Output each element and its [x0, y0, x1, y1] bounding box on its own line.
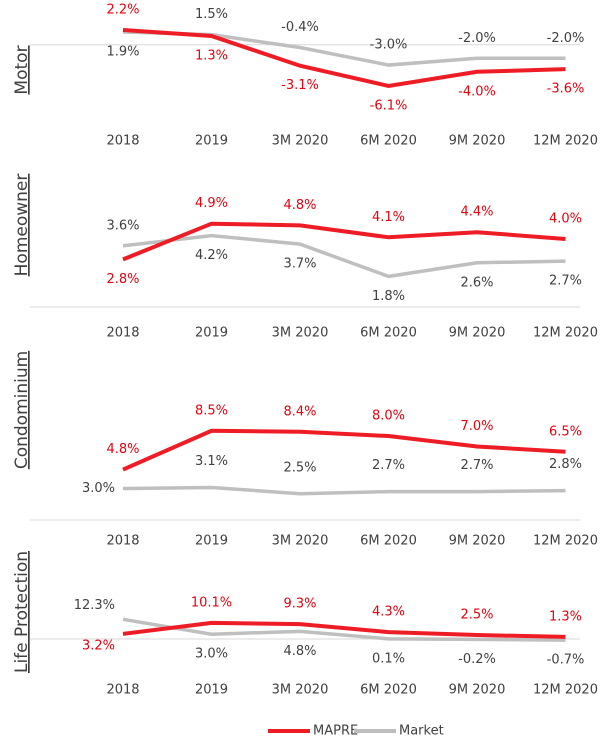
x-tick-label: 2019 [195, 134, 228, 149]
data-label: 3.1% [195, 454, 228, 469]
data-label: -3.1% [281, 78, 319, 93]
data-label: 2.6% [460, 275, 493, 290]
x-tick-label: 2018 [106, 534, 139, 549]
legend-label: Market [399, 724, 444, 739]
data-label: -3.0% [370, 38, 408, 53]
data-label: -2.0% [458, 31, 496, 46]
x-tick-label: 3M 2020 [272, 534, 329, 549]
x-tick-label: 6M 2020 [360, 683, 417, 698]
x-tick-label: 3M 2020 [272, 326, 329, 341]
data-label: 2.7% [549, 274, 582, 289]
y-axis-label: Life Protection [12, 551, 32, 673]
data-label: -2.0% [547, 31, 585, 46]
series-line [122, 233, 566, 279]
x-tick-label: 2018 [106, 326, 139, 341]
series-line [122, 221, 566, 262]
data-label: 4.1% [372, 210, 405, 225]
data-label: 7.0% [460, 419, 493, 434]
series-line [122, 485, 566, 496]
x-tick-label: 2018 [106, 134, 139, 149]
data-label: -4.0% [458, 84, 496, 99]
data-label: 4.2% [195, 248, 228, 263]
data-label: 2.2% [106, 2, 139, 17]
series-line [122, 428, 566, 472]
data-label: 3.2% [82, 638, 115, 653]
data-label: -6.1% [370, 98, 408, 113]
data-label: 2.8% [106, 272, 139, 287]
data-label: 4.3% [372, 605, 405, 620]
legend-label: MAPRE [313, 724, 358, 739]
data-label: 3.0% [195, 647, 228, 662]
x-tick-label: 9M 2020 [449, 534, 506, 549]
data-label: 2.5% [460, 608, 493, 623]
y-axis-label: Motor [12, 45, 32, 94]
series-line [122, 620, 566, 639]
data-label: 4.8% [283, 644, 316, 659]
data-label: 3.7% [283, 257, 316, 272]
data-label: 4.0% [549, 212, 582, 227]
x-tick-label: 6M 2020 [360, 134, 417, 149]
data-label: 2.8% [549, 457, 582, 472]
x-tick-label: 2019 [195, 683, 228, 698]
data-label: 4.8% [106, 442, 139, 457]
data-label: 1.9% [106, 44, 139, 59]
data-label: 4.4% [460, 205, 493, 220]
data-label: 3.6% [106, 218, 139, 233]
x-tick-label: 3M 2020 [272, 134, 329, 149]
data-label: 1.3% [195, 49, 228, 64]
data-label: 6.5% [549, 424, 582, 439]
data-label: 1.8% [372, 289, 405, 304]
data-label: -0.4% [281, 20, 319, 35]
series-line [122, 27, 566, 89]
data-label: 2.7% [372, 458, 405, 473]
x-tick-label: 9M 2020 [449, 134, 506, 149]
data-label: 2.7% [460, 458, 493, 473]
x-tick-label: 12M 2020 [533, 534, 598, 549]
data-label: 1.3% [549, 609, 582, 624]
data-label: 3.0% [82, 481, 115, 496]
x-tick-label: 2018 [106, 683, 139, 698]
data-label: -0.7% [547, 653, 585, 668]
data-label: 4.8% [283, 198, 316, 213]
data-label: 8.5% [195, 403, 228, 418]
data-label: 9.3% [283, 597, 316, 612]
series-line [122, 617, 566, 642]
data-label: 12.3% [74, 598, 115, 613]
y-axis-label: Condominium [12, 351, 32, 469]
data-label: 2.5% [283, 460, 316, 475]
x-tick-label: 9M 2020 [449, 683, 506, 698]
data-label: -3.6% [547, 82, 585, 97]
x-tick-label: 2019 [195, 326, 228, 341]
y-axis-label: Homeowner [12, 174, 32, 277]
data-label: 8.0% [372, 409, 405, 424]
x-tick-label: 9M 2020 [449, 326, 506, 341]
x-tick-label: 12M 2020 [533, 134, 598, 149]
series-line [122, 30, 566, 67]
x-tick-label: 12M 2020 [533, 326, 598, 341]
data-label: 1.5% [195, 7, 228, 22]
x-tick-label: 2019 [195, 534, 228, 549]
x-tick-label: 6M 2020 [360, 326, 417, 341]
data-label: 10.1% [191, 595, 232, 610]
x-tick-label: 12M 2020 [533, 683, 598, 698]
x-tick-label: 6M 2020 [360, 534, 417, 549]
data-label: -0.2% [458, 652, 496, 667]
data-label: 8.4% [283, 404, 316, 419]
data-label: 4.9% [195, 196, 228, 211]
x-tick-label: 3M 2020 [272, 683, 329, 698]
data-label: 0.1% [372, 651, 405, 666]
